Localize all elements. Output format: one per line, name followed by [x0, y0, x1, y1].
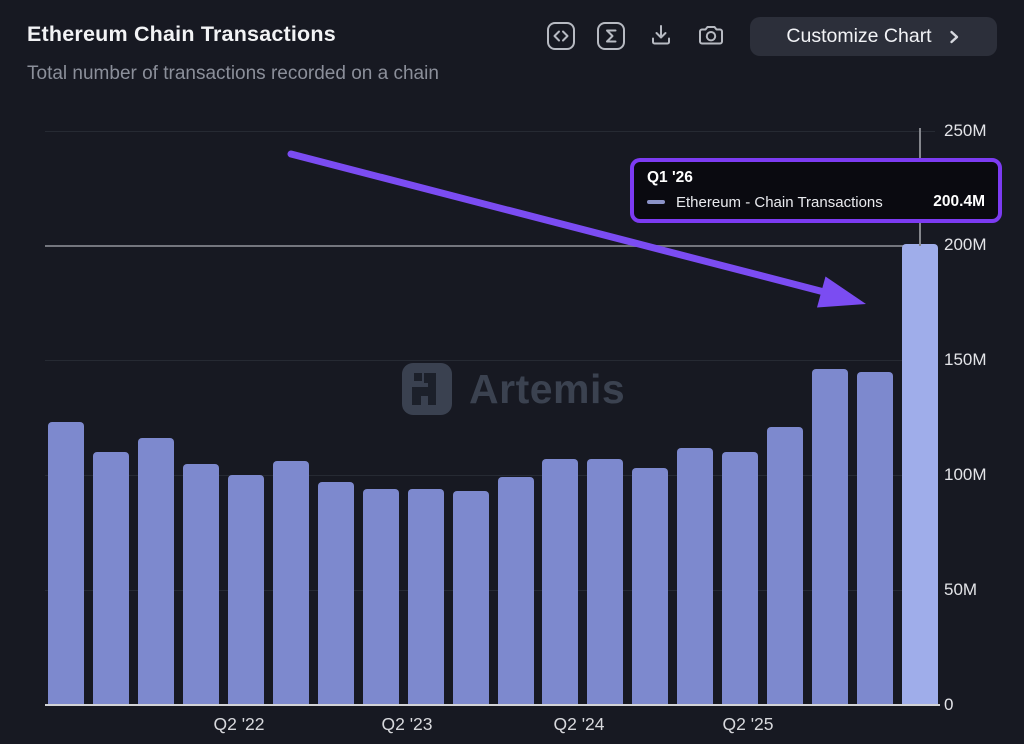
bar-Q1 '24[interactable]	[542, 459, 579, 705]
download-icon[interactable]	[646, 21, 676, 51]
bar-Q2 '23[interactable]	[407, 488, 444, 705]
bar-Q1 '26[interactable]	[902, 244, 939, 705]
artemis-logo-icon	[402, 363, 452, 415]
customize-chart-button[interactable]: Customize Chart	[750, 17, 997, 56]
bar-Q3 '21[interactable]	[92, 452, 129, 705]
page-title: Ethereum Chain Transactions	[27, 22, 336, 46]
gridline-250M	[45, 130, 935, 132]
chart-toolbar	[546, 21, 726, 51]
bar-Q4 '23[interactable]	[497, 477, 534, 705]
x-axis-label-Q2 '25: Q2 '25	[722, 714, 774, 734]
tooltip-series-name: Ethereum - Chain Transactions	[676, 193, 883, 211]
gridline-100M	[45, 475, 935, 477]
y-axis-label-100M: 100M	[944, 465, 987, 485]
bar-Q4 '22[interactable]	[317, 482, 354, 705]
bar-Q2 '21[interactable]	[48, 422, 84, 705]
x-axis-label-Q2 '24: Q2 '24	[553, 714, 605, 734]
bar-Q4 '25[interactable]	[857, 371, 894, 705]
x-axis-baseline	[45, 704, 940, 706]
page-subtitle: Total number of transactions recorded on…	[27, 63, 439, 84]
bar-Q3 '25[interactable]	[812, 369, 849, 705]
bar-Q2 '24[interactable]	[587, 459, 624, 705]
bar-Q1 '25[interactable]	[722, 452, 759, 705]
y-axis-label-0: 0	[944, 695, 954, 714]
series-marker-dash	[647, 200, 665, 204]
y-axis-label-50M: 50M	[944, 580, 978, 600]
customize-chart-label: Customize Chart	[786, 25, 932, 47]
watermark: Artemis	[402, 363, 625, 415]
x-axis-label-Q2 '23: Q2 '23	[381, 714, 433, 734]
bar-Q2 '25[interactable]	[767, 426, 804, 705]
x-axis-label-Q2 '22: Q2 '22	[213, 714, 265, 734]
bar-Q3 '24[interactable]	[632, 468, 669, 705]
gridline-50M	[45, 590, 935, 592]
watermark-brand: Artemis	[469, 365, 626, 412]
y-axis-label-150M: 150M	[944, 350, 987, 370]
bar-Q2 '22[interactable]	[227, 475, 264, 705]
sigma-summary-icon[interactable]	[596, 21, 626, 51]
y-axis-label-200M: 200M	[944, 235, 987, 255]
bar-Q4 '24[interactable]	[677, 447, 714, 705]
gridline-200M	[45, 245, 935, 248]
embed-code-icon[interactable]	[546, 21, 576, 51]
tooltip-value: 200.4M	[933, 193, 985, 210]
bar-Q3 '23[interactable]	[452, 491, 489, 705]
bar-Q1 '23[interactable]	[362, 488, 399, 705]
bar-Q1 '22[interactable]	[182, 463, 219, 705]
gridline-150M	[45, 360, 935, 362]
tooltip-period: Q1 '26	[647, 169, 693, 186]
y-axis-label-250M: 250M	[944, 120, 987, 140]
chevron-right-icon	[949, 30, 958, 43]
chart-tooltip: Q1 '26 Ethereum - Chain Transactions 200…	[630, 158, 1002, 223]
bar-Q4 '21[interactable]	[137, 438, 174, 705]
camera-screenshot-icon[interactable]	[696, 21, 726, 51]
bar-Q3 '22[interactable]	[272, 461, 309, 705]
